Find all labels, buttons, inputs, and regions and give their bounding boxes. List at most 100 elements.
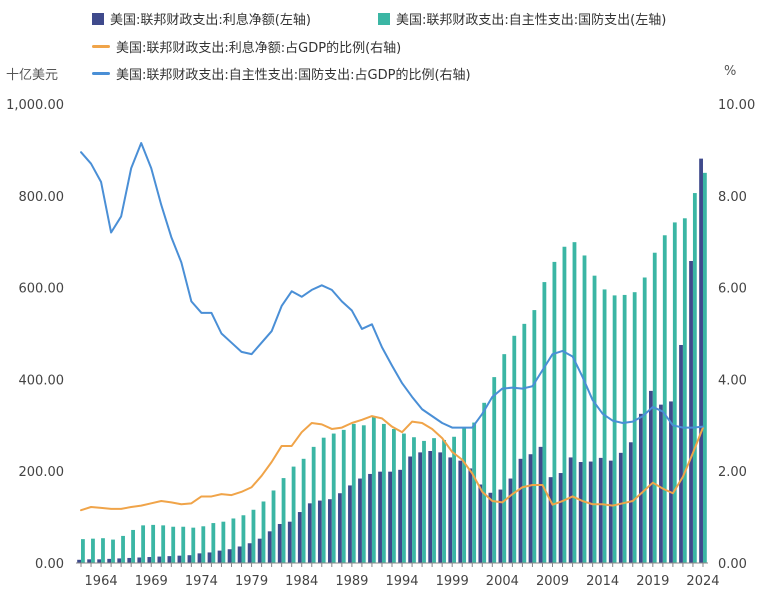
bar-interest <box>237 546 242 563</box>
bar-interest <box>207 552 212 563</box>
bar-interest <box>659 404 663 563</box>
bar-defense <box>361 425 366 563</box>
bar-defense <box>121 535 125 563</box>
right-tick-label: 0.00 <box>718 557 747 572</box>
left-tick-label: 1,000.00 <box>6 98 64 113</box>
bar-defense <box>201 526 206 563</box>
bar-interest <box>598 457 603 563</box>
bar-defense <box>381 423 386 563</box>
bar-defense <box>602 289 607 563</box>
bar-defense <box>321 437 326 563</box>
right-tick-label: 4.00 <box>718 373 747 388</box>
legend-label-interest-gdp: 美国:联邦财政支出:利息净额:占GDP的比例(右轴) <box>116 41 402 56</box>
bar-interest <box>558 473 563 563</box>
x-tick-label: 1964 <box>85 574 118 589</box>
bar-defense <box>612 295 617 563</box>
legend-swatch-interest <box>92 12 104 25</box>
bar-defense <box>291 466 296 563</box>
right-tick-label: 8.00 <box>718 190 747 205</box>
right-tick-label: 2.00 <box>718 465 747 480</box>
bar-interest <box>247 543 252 563</box>
bar-interest <box>187 555 192 563</box>
x-tick-label: 2009 <box>536 574 569 589</box>
bar-defense <box>251 509 256 563</box>
bar-interest <box>297 512 302 563</box>
legend-item-interest-gdp-line[interactable]: 美国:联邦财政支出:利息净额:占GDP的比例(右轴) <box>92 37 401 56</box>
right-tick-label: 10.00 <box>718 98 755 113</box>
bar-defense <box>702 172 707 563</box>
bar-defense <box>462 427 467 563</box>
bar-interest <box>448 457 453 563</box>
bar-interest <box>538 446 543 563</box>
bar-defense <box>562 246 567 563</box>
legend-swatch-defense <box>378 12 390 25</box>
bar-interest <box>348 485 352 563</box>
bar-interest <box>458 460 463 563</box>
bar-interest <box>528 454 533 563</box>
left-tick-label: 800.00 <box>19 190 65 205</box>
legend-label-defense: 美国:联邦财政支出:自主性支出:国防支出(左轴) <box>396 13 667 28</box>
bar-defense <box>281 478 286 563</box>
bar-interest <box>328 499 332 563</box>
bar-interest <box>147 557 152 563</box>
x-tick-label: 2019 <box>636 574 669 589</box>
bar-interest <box>689 260 693 563</box>
left-axis-title: 十亿美元 <box>6 68 59 83</box>
bar-defense <box>472 422 477 563</box>
bar-interest <box>468 468 473 563</box>
bar-defense <box>512 335 517 563</box>
bar-defense <box>452 436 456 563</box>
legend-swatch-interest-gdp <box>92 45 110 48</box>
bar-interest <box>588 461 593 563</box>
bar-interest <box>307 503 312 563</box>
x-tick-label: 1984 <box>285 574 318 589</box>
bar-defense <box>221 521 226 563</box>
bar-defense <box>371 416 376 563</box>
bar-defense <box>542 282 547 563</box>
legend-item-defense-bar[interactable]: 美国:联邦财政支出:自主性支出:国防支出(左轴) <box>378 9 666 28</box>
bar-interest <box>277 523 282 563</box>
bar-defense <box>131 529 135 563</box>
bar-defense <box>572 242 577 563</box>
legend-label-interest: 美国:联邦财政支出:利息净额(左轴) <box>110 13 311 28</box>
bar-interest <box>638 413 643 563</box>
bar-interest <box>107 558 112 563</box>
left-tick-label: 0.00 <box>35 557 64 572</box>
x-tick-label: 1979 <box>235 574 268 589</box>
bar-defense <box>672 222 677 564</box>
bar-defense <box>682 218 687 564</box>
left-tick-label: 200.00 <box>19 465 65 480</box>
bar-interest <box>287 521 292 563</box>
bar-interest <box>117 558 122 563</box>
bar-interest <box>358 478 362 563</box>
bar-defense <box>311 446 316 563</box>
line-defense-gdp <box>80 142 704 429</box>
legend-item-interest-bar[interactable]: 美国:联邦财政支出:利息净额(左轴) <box>92 9 311 28</box>
bar-interest <box>428 451 433 563</box>
bar-defense <box>161 525 166 563</box>
bar-defense <box>402 433 406 563</box>
bar-defense <box>141 525 146 563</box>
bar-interest <box>398 469 403 563</box>
legend-item-defense-gdp-line[interactable]: 美国:联邦财政支出:自主性支出:国防支出:占GDP的比例(右轴) <box>92 64 471 83</box>
bar-defense <box>482 402 487 563</box>
bar-interest <box>438 452 443 563</box>
bar-interest <box>378 471 382 563</box>
bar-interest <box>127 557 132 563</box>
bar-defense <box>171 526 176 563</box>
bar-defense <box>412 437 416 563</box>
bar-interest <box>518 458 523 563</box>
bar-defense <box>692 193 697 564</box>
bar-interest <box>167 556 172 563</box>
bar-defense <box>211 523 216 563</box>
bar-interest <box>137 557 142 563</box>
bar-defense <box>442 439 446 563</box>
x-tick-label: 2004 <box>486 574 519 589</box>
bar-interest <box>97 559 102 563</box>
bar-defense <box>622 294 627 563</box>
bar-interest <box>699 158 703 563</box>
bar-defense <box>261 501 266 563</box>
left-tick-label: 600.00 <box>19 282 65 297</box>
x-tick-label: 1994 <box>385 574 418 589</box>
bar-defense <box>592 275 597 563</box>
